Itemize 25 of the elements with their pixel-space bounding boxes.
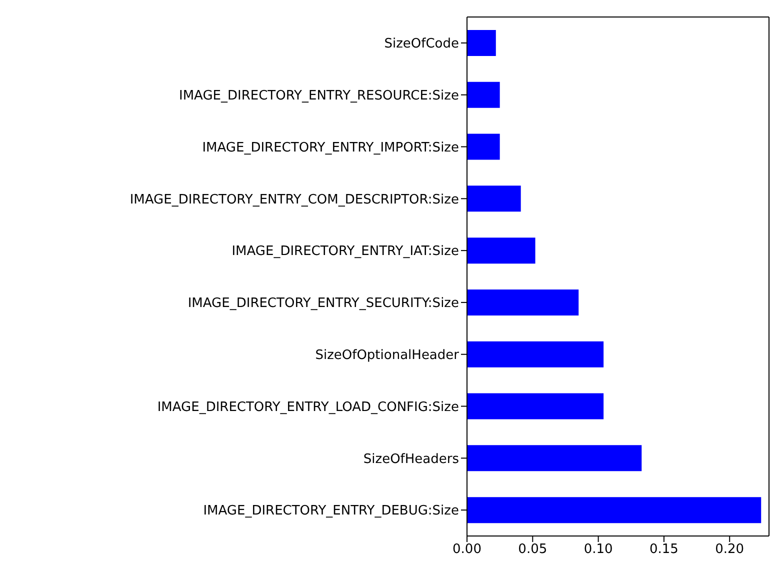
y-tick-label: IMAGE_DIRECTORY_ENTRY_IAT:Size (232, 244, 459, 260)
bar (467, 289, 579, 316)
y-tick-label: IMAGE_DIRECTORY_ENTRY_LOAD_CONFIG:Size (157, 400, 459, 415)
bar (467, 393, 604, 420)
y-tick-label: SizeOfCode (384, 36, 459, 52)
x-tick-label: 0.20 (715, 542, 744, 558)
y-tick-label: IMAGE_DIRECTORY_ENTRY_DEBUG:Size (203, 504, 459, 519)
x-tick-label: 0.10 (584, 542, 613, 558)
bar (467, 445, 642, 472)
bar (467, 134, 500, 160)
bar (467, 497, 762, 524)
y-tick-label: IMAGE_DIRECTORY_ENTRY_RESOURCE:Size (179, 88, 459, 104)
bar (467, 30, 496, 56)
y-tick-label: IMAGE_DIRECTORY_ENTRY_IMPORT:Size (202, 140, 459, 156)
x-tick-label: 0.00 (452, 542, 482, 558)
y-tick-label: SizeOfHeaders (363, 452, 460, 467)
y-tick-label: IMAGE_DIRECTORY_ENTRY_SECURITY:Size (188, 296, 459, 312)
y-tick-label: IMAGE_DIRECTORY_ENTRY_COM_DESCRIPTOR:Size (130, 192, 459, 208)
bar (467, 82, 500, 108)
bar (467, 238, 536, 264)
x-tick-label: 0.15 (649, 542, 678, 558)
bar (467, 341, 604, 368)
y-tick-label: SizeOfOptionalHeader (315, 348, 460, 363)
x-tick-label: 0.05 (518, 542, 548, 558)
bar (467, 186, 521, 212)
